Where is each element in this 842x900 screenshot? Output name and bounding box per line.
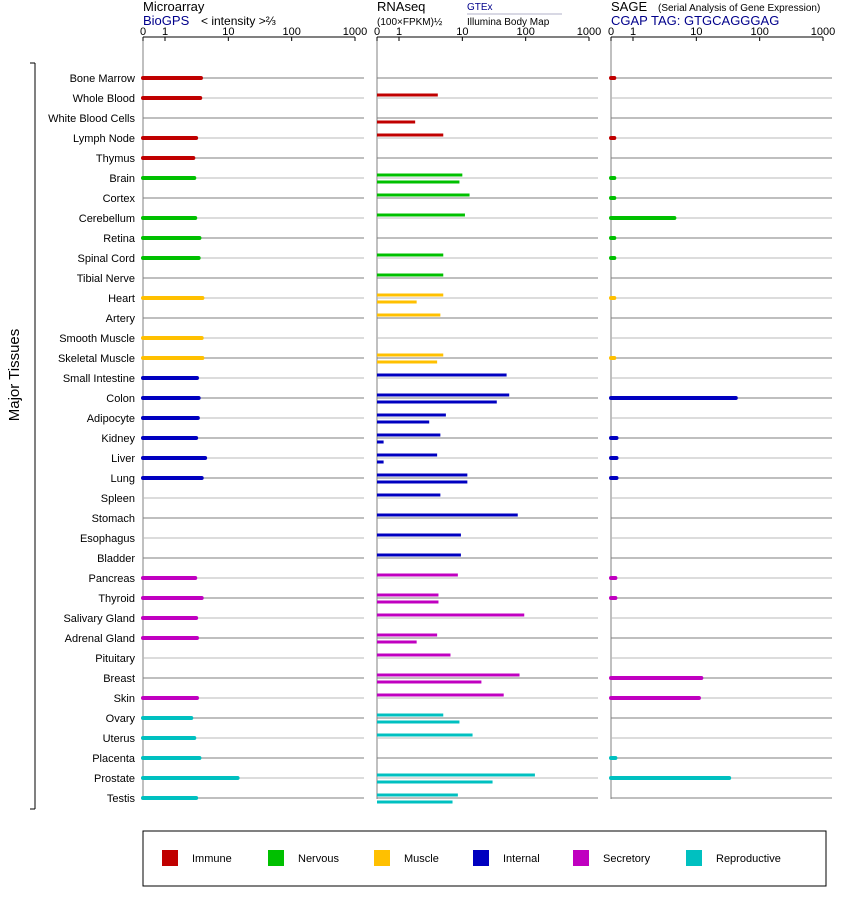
- sage-tick-label: 1000: [811, 26, 835, 38]
- microarray-tick-label: 1000: [343, 26, 367, 38]
- tissue-label: Cortex: [103, 193, 136, 205]
- tissue-label: Bone Marrow: [70, 73, 135, 85]
- tissue-label: White Blood Cells: [48, 113, 135, 125]
- microarray-tick-label: 1: [162, 26, 168, 38]
- tissue-label: Spinal Cord: [78, 253, 135, 265]
- tissue-label: Brain: [109, 173, 135, 185]
- sage-tick-label: 10: [690, 26, 702, 38]
- sage-title: SAGE: [611, 0, 647, 14]
- tissue-label: Thyroid: [98, 593, 135, 605]
- legend-swatch: [162, 850, 178, 866]
- y-axis-title: Major Tissues: [6, 329, 23, 422]
- sage-tick-label: 0: [608, 26, 614, 38]
- y-axis-bracket: [30, 62, 36, 810]
- rnaseq-tick-label: 1: [396, 26, 402, 38]
- rnaseq-tick-label: 100: [516, 26, 534, 38]
- rnaseq-tick-label: 0: [374, 26, 380, 38]
- tissue-label: Heart: [108, 293, 135, 305]
- sage-subtitle: (Serial Analysis of Gene Expression): [658, 3, 820, 14]
- microarray-title: Microarray: [143, 0, 205, 14]
- legend-swatch: [473, 850, 489, 866]
- tissue-label: Adipocyte: [87, 413, 135, 425]
- tissue-label: Small Intestine: [63, 373, 135, 385]
- tissue-label: Skeletal Muscle: [58, 353, 135, 365]
- gtex-label[interactable]: GTEx: [467, 2, 493, 13]
- tissue-label: Kidney: [101, 433, 135, 445]
- tissue-label: Colon: [106, 393, 135, 405]
- legend-label: Immune: [192, 853, 232, 865]
- microarray-tick-label: 0: [140, 26, 146, 38]
- legend-label: Muscle: [404, 853, 439, 865]
- tissue-label: Skin: [114, 693, 135, 705]
- tissue-label: Tibial Nerve: [77, 273, 135, 285]
- tissue-label: Smooth Muscle: [59, 333, 135, 345]
- microarray-tick-label: 10: [222, 26, 234, 38]
- rnaseq-unit-label: (100×FPKM)½: [377, 17, 443, 28]
- sage-tick-label: 1: [630, 26, 636, 38]
- legend-label: Internal: [503, 853, 540, 865]
- panel-headers: Microarray BioGPS < intensity >⅔ RNAseq …: [143, 0, 820, 28]
- microarray-unit-label: < intensity >⅔: [201, 14, 276, 28]
- tissue-label: Adrenal Gland: [65, 633, 135, 645]
- legend-label: Reproductive: [716, 853, 781, 865]
- tissue-label: Stomach: [92, 513, 135, 525]
- tissue-label: Esophagus: [80, 533, 136, 545]
- tissue-label: Breast: [103, 673, 135, 685]
- tissue-label: Liver: [111, 453, 135, 465]
- tissue-label: Thymus: [96, 153, 136, 165]
- legend-swatch: [268, 850, 284, 866]
- tissue-label: Retina: [103, 233, 136, 245]
- tissue-label: Testis: [107, 793, 136, 805]
- sage-tick-label: 100: [750, 26, 768, 38]
- tissue-label: Whole Blood: [73, 93, 135, 105]
- panels: 0 1 10 100 1000 0 1 10 100 1000 0 1 10 100 1000: [140, 26, 835, 804]
- sage-panel: 0 1 10 100 1000: [608, 26, 835, 799]
- rnaseq-tick-label: 10: [456, 26, 468, 38]
- legend: Immune Nervous Muscle Internal Secretory Repr…: [162, 850, 781, 866]
- microarray-tick-label: 100: [282, 26, 300, 38]
- tissue-label: Placenta: [92, 753, 136, 765]
- tissue-label: Lung: [111, 473, 135, 485]
- tissue-label: Spleen: [101, 493, 135, 505]
- tissue-label: Salivary Gland: [63, 613, 135, 625]
- legend-swatch: [573, 850, 589, 866]
- tissue-label: Bladder: [97, 553, 135, 565]
- tissue-label: Uterus: [103, 733, 136, 745]
- legend-swatch: [686, 850, 702, 866]
- legend-swatch: [374, 850, 390, 866]
- rnaseq-title: RNAseq: [377, 0, 425, 14]
- illumina-label: Illumina Body Map: [467, 17, 550, 28]
- tissue-labels: Bone Marrow Whole Blood White Blood Cells L…: [48, 73, 136, 805]
- legend-box: [142, 830, 827, 887]
- tissue-label: Cerebellum: [79, 213, 135, 225]
- tissue-label: Lymph Node: [73, 133, 135, 145]
- rnaseq-tick-label: 1000: [577, 26, 601, 38]
- biogps-link[interactable]: BioGPS: [143, 13, 190, 28]
- legend-label: Nervous: [298, 853, 339, 865]
- microarray-panel: 0 1 10 100 1000: [140, 26, 367, 800]
- legend-label: Secretory: [603, 853, 651, 865]
- tissue-label: Ovary: [106, 713, 136, 725]
- sage-tag-label[interactable]: CGAP TAG: GTGCAGGGAG: [611, 13, 779, 28]
- rnaseq-panel: 0 1 10 100 1000: [374, 26, 601, 804]
- tissue-label: Pancreas: [89, 573, 136, 585]
- tissue-label: Prostate: [94, 773, 135, 785]
- tissue-label: Pituitary: [95, 653, 135, 665]
- tissue-label: Artery: [106, 313, 136, 325]
